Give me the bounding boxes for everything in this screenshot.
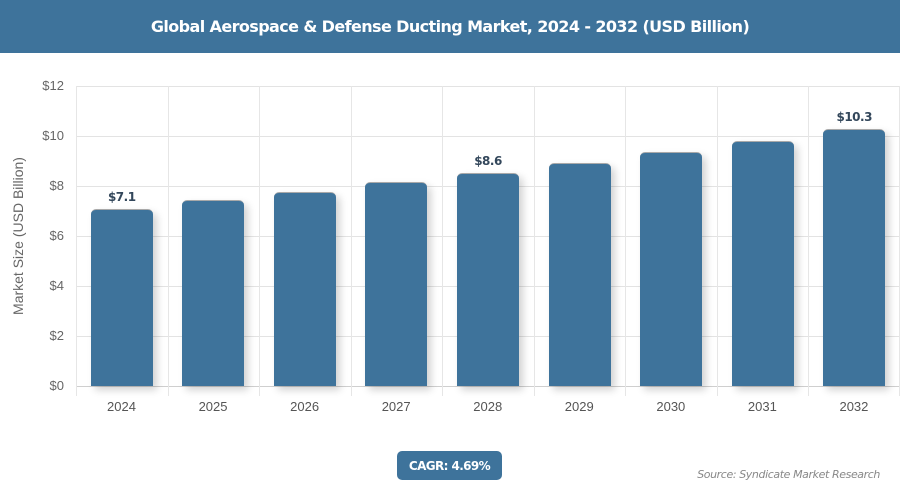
x-tick-label: 2025: [198, 399, 228, 414]
cagr-badge: CAGR: 4.69%: [397, 451, 502, 480]
x-tick-label: 2032: [839, 399, 869, 414]
bar-2026[interactable]: [273, 191, 336, 386]
y-tick-label: $8: [49, 178, 64, 193]
bar-value-label: $10.3: [836, 109, 872, 124]
x-tick-label: 2028: [473, 399, 503, 414]
chart-title: Global Aerospace & Defense Ducting Marke…: [150, 17, 750, 36]
x-tick-label: 2026: [290, 399, 320, 414]
x-tick-label: 2024: [107, 399, 136, 414]
plot-area: $7.1 $8.6 $10.3: [76, 86, 900, 396]
gridline-vertical: [625, 86, 627, 396]
y-tick-label: $0: [49, 378, 64, 393]
bar-2027[interactable]: [365, 182, 428, 386]
bar-2024[interactable]: [90, 208, 153, 386]
gridline-vertical: [442, 86, 444, 396]
gridline-horizontal: [76, 136, 900, 137]
bar-2025[interactable]: [182, 200, 245, 386]
bar-2029[interactable]: [548, 162, 611, 386]
gridline-vertical: [259, 86, 261, 396]
y-tick-label: $4: [49, 278, 64, 293]
bar-2030[interactable]: [640, 152, 703, 386]
bar-2028[interactable]: [457, 172, 519, 386]
x-axis-line: [76, 386, 900, 387]
x-tick-label: 2030: [656, 399, 686, 414]
chart-header: Global Aerospace & Defense Ducting Marke…: [0, 0, 900, 53]
y-tick-label: $2: [49, 328, 64, 343]
x-tick-label: 2031: [747, 399, 777, 414]
x-tick-label: 2029: [564, 399, 594, 414]
gridline-vertical: [533, 86, 535, 396]
bar-2031[interactable]: [731, 141, 794, 386]
gridline-vertical: [76, 86, 77, 396]
gridline-vertical: [808, 86, 810, 396]
x-tick-label: 2027: [381, 399, 411, 414]
gridline-horizontal: [76, 86, 900, 87]
gridline-vertical: [167, 86, 169, 396]
bar-value-label: $7.1: [107, 189, 136, 204]
gridline-vertical: [350, 86, 352, 396]
gridline-vertical: [716, 86, 718, 396]
bar-value-label: $8.6: [474, 153, 502, 168]
bar-2032[interactable]: [823, 128, 886, 386]
y-tick-label: $12: [42, 78, 64, 93]
y-tick-label: $10: [42, 128, 64, 143]
y-tick-label: $6: [49, 228, 64, 243]
source-note: Source: Syndicate Market Research: [697, 468, 880, 481]
